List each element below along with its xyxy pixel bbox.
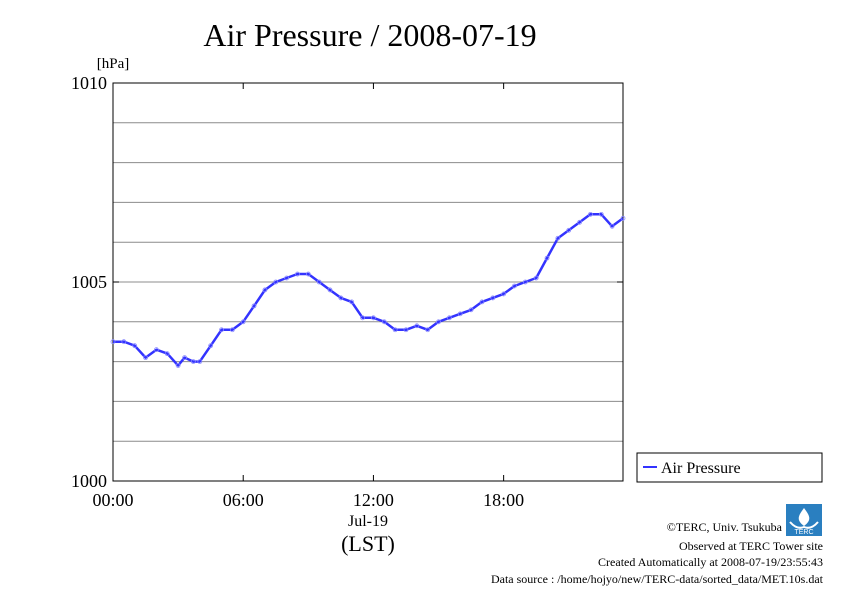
y-axis-unit: [hPa] (97, 56, 130, 72)
series-point (457, 311, 463, 317)
series-point (371, 315, 376, 321)
series-point (143, 355, 148, 361)
series-point (468, 307, 474, 313)
series-point (197, 359, 203, 365)
created-text: Created Automatically at 2008-07-19/23:5… (598, 555, 823, 569)
series-point (403, 327, 409, 333)
grid (113, 122, 623, 442)
series-point (338, 295, 344, 301)
series-point (154, 347, 159, 353)
series-point (381, 319, 387, 325)
series-point (577, 219, 582, 225)
x-axis-label: (LST) (341, 531, 395, 556)
terc-logo: TERC (786, 504, 822, 536)
series-point (295, 271, 300, 277)
tick-labels: 1000 1005 1010 00:00 06:00 12:00 18:00 (71, 73, 524, 510)
series-point (620, 215, 626, 221)
x-axis-date-label: Jul-19 (348, 513, 388, 530)
series-point (284, 275, 290, 281)
series-point (208, 343, 214, 349)
axis-ticks (112, 82, 623, 482)
y-tick-label: 1000 (71, 471, 107, 491)
series-air-pressure (110, 211, 626, 368)
series-point (512, 283, 517, 289)
series-point (588, 211, 593, 217)
series-point (349, 299, 355, 305)
series-point (327, 287, 333, 293)
series-point (522, 279, 528, 285)
copyright-text: ©TERC, Univ. Tsukuba (667, 520, 783, 534)
series-point (544, 255, 550, 261)
series-point (273, 279, 279, 285)
x-tick-label: 06:00 (223, 490, 264, 510)
series-point (164, 351, 170, 357)
series-point (392, 327, 398, 333)
series-point (240, 319, 246, 325)
data-source-text: Data source : /home/hojyo/new/TERC-data/… (491, 572, 824, 586)
series-point (190, 359, 196, 365)
series-point (251, 303, 257, 309)
x-tick-label: 18:00 (483, 490, 524, 510)
series-point (110, 339, 116, 345)
series-point (175, 363, 181, 368)
series-point (121, 339, 127, 345)
series-point (598, 211, 604, 217)
x-tick-label: 00:00 (92, 490, 133, 510)
series-point (609, 223, 615, 229)
series-point (446, 315, 452, 321)
series-point (425, 327, 431, 333)
series-point (566, 227, 572, 233)
series-point (414, 323, 420, 329)
series-point (360, 315, 365, 321)
y-tick-label: 1005 (71, 272, 107, 292)
series-point (436, 319, 441, 325)
series-point (132, 343, 138, 349)
series-point (316, 279, 322, 285)
series-point (182, 355, 188, 361)
series-line (113, 213, 624, 367)
legend-label: Air Pressure (661, 460, 741, 477)
series-point (490, 295, 496, 301)
legend: Air Pressure (636, 452, 823, 483)
logo-text: TERC (794, 529, 813, 536)
series-point (501, 291, 507, 297)
series-point (305, 271, 311, 277)
legend-box (636, 452, 823, 483)
series-point (533, 275, 539, 281)
series-point (219, 327, 224, 333)
chart-title: Air Pressure / 2008-07-19 (203, 17, 536, 53)
y-tick-label: 1010 (71, 73, 107, 93)
x-tick-label: 12:00 (353, 490, 394, 510)
observed-site-text: Observed at TERC Tower site (679, 539, 823, 553)
series-point (229, 327, 235, 333)
series-point (555, 235, 561, 241)
series-point (262, 287, 268, 293)
series-point (479, 299, 485, 305)
